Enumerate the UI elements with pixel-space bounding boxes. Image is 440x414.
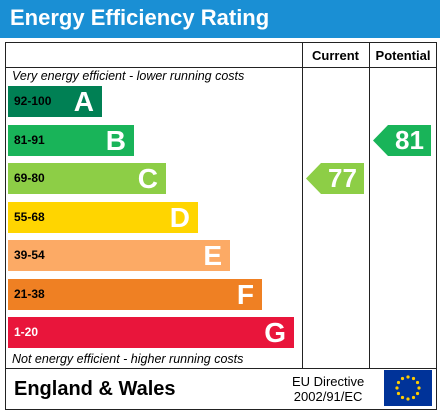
band-a: 92-100 A	[8, 86, 102, 117]
eu-star-icon	[396, 380, 401, 385]
current-arrow	[306, 163, 364, 194]
band-range-label: 39-54	[14, 248, 45, 262]
band-letter: B	[105, 124, 126, 156]
band-letter: A	[73, 86, 94, 117]
potential-column-divider	[369, 42, 370, 368]
directive-line2: 2002/91/EC	[293, 389, 363, 404]
bottom-caption: Not energy efficient - higher running co…	[12, 352, 244, 366]
band-letter: G	[264, 317, 286, 348]
page-title: Energy Efficiency Rating	[10, 5, 270, 30]
eu-star-icon	[411, 376, 416, 381]
band-b: 81-91 B	[8, 124, 134, 156]
current-column-header: Current	[312, 48, 359, 63]
band-f: 21-38 F	[8, 278, 262, 310]
current-rating-value: 77	[328, 163, 357, 193]
band-range-label: 21-38	[14, 286, 45, 301]
rating-frame	[5, 42, 437, 410]
current-column-divider	[302, 42, 303, 368]
eu-star-icon	[400, 395, 405, 400]
title-bar: Energy Efficiency Rating	[0, 0, 440, 38]
footer-directive: EU Directive 2002/91/EC	[292, 374, 364, 404]
footer-divider	[5, 368, 437, 369]
band-range-label: 81-91	[14, 132, 45, 147]
band-letter: E	[203, 240, 222, 271]
eu-star-icon	[415, 391, 420, 396]
band-range-label: 55-68	[14, 209, 45, 224]
eu-star-icon	[406, 397, 410, 401]
top-caption: Very energy efficient - lower running co…	[12, 69, 245, 83]
band-range-label: 1-20	[14, 325, 39, 339]
potential-rating-value: 81	[395, 124, 424, 155]
eu-star-icon	[396, 391, 401, 396]
band-letter: D	[169, 201, 190, 233]
band-range-label: 69-80	[14, 171, 45, 185]
eu-star-icon	[417, 386, 421, 390]
eu-star-icon	[400, 376, 405, 381]
band-d: 55-68 D	[8, 201, 198, 233]
band-letter: C	[137, 163, 158, 194]
eu-star-icon	[415, 380, 420, 385]
band-range-label: 92-100	[14, 94, 52, 108]
eu-star-icon	[406, 375, 410, 379]
band-c: 69-80 C	[8, 163, 166, 194]
band-e: 39-54 E	[8, 240, 230, 271]
potential-column-header: Potential	[375, 48, 431, 63]
header-divider	[5, 67, 437, 68]
band-letter: F	[236, 278, 254, 310]
band-g: 1-20 G	[8, 317, 294, 348]
eu-flag-icon	[384, 370, 432, 406]
directive-line1: EU Directive	[292, 374, 365, 389]
footer-country: England & Wales	[14, 378, 176, 400]
eu-star-icon	[411, 395, 416, 400]
potential-arrow	[373, 124, 431, 156]
eu-star-icon	[395, 386, 399, 390]
